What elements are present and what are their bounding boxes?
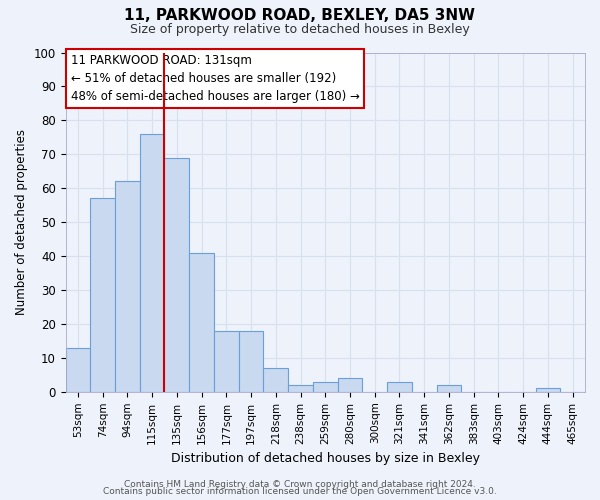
Bar xyxy=(239,330,263,392)
Bar xyxy=(536,388,560,392)
X-axis label: Distribution of detached houses by size in Bexley: Distribution of detached houses by size … xyxy=(171,452,480,465)
Bar xyxy=(115,182,140,392)
Text: 11, PARKWOOD ROAD, BEXLEY, DA5 3NW: 11, PARKWOOD ROAD, BEXLEY, DA5 3NW xyxy=(125,8,476,22)
Bar xyxy=(214,330,239,392)
Text: 11 PARKWOOD ROAD: 131sqm
← 51% of detached houses are smaller (192)
48% of semi-: 11 PARKWOOD ROAD: 131sqm ← 51% of detach… xyxy=(71,54,359,103)
Text: Contains HM Land Registry data © Crown copyright and database right 2024.: Contains HM Land Registry data © Crown c… xyxy=(124,480,476,489)
Bar xyxy=(387,382,412,392)
Bar xyxy=(338,378,362,392)
Bar xyxy=(65,348,90,392)
Bar xyxy=(437,385,461,392)
Bar xyxy=(263,368,288,392)
Bar xyxy=(140,134,164,392)
Bar xyxy=(90,198,115,392)
Text: Contains public sector information licensed under the Open Government Licence v3: Contains public sector information licen… xyxy=(103,488,497,496)
Bar xyxy=(164,158,189,392)
Bar xyxy=(189,252,214,392)
Text: Size of property relative to detached houses in Bexley: Size of property relative to detached ho… xyxy=(130,22,470,36)
Y-axis label: Number of detached properties: Number of detached properties xyxy=(15,129,28,315)
Bar xyxy=(288,385,313,392)
Bar xyxy=(313,382,338,392)
